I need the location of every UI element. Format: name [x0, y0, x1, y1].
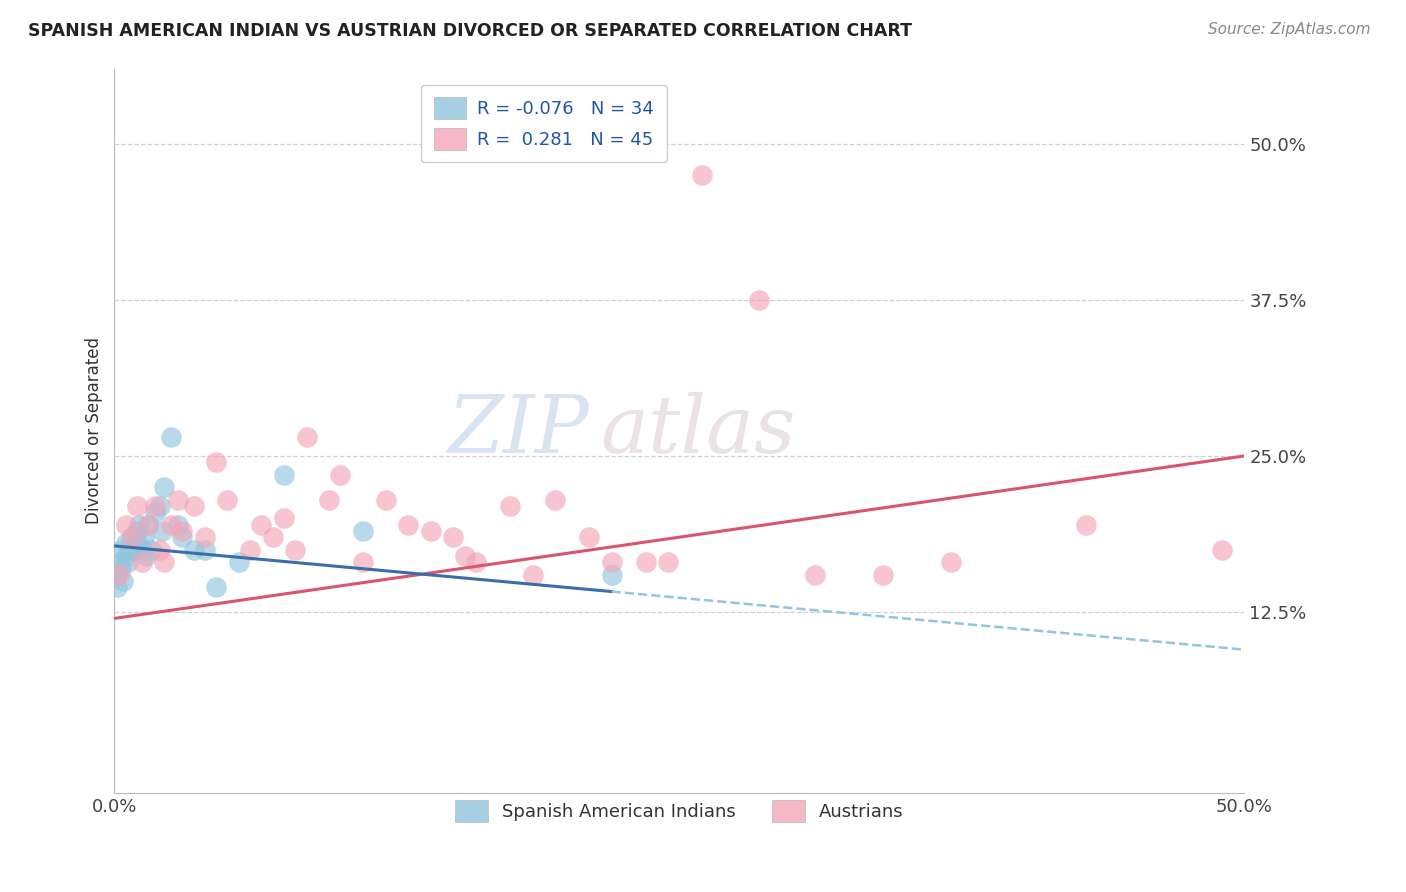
Y-axis label: Divorced or Separated: Divorced or Separated — [86, 337, 103, 524]
Point — [112, 574, 135, 588]
Point — [318, 492, 340, 507]
Point — [150, 524, 173, 538]
Point — [110, 561, 132, 575]
Point — [205, 455, 228, 469]
Point — [872, 567, 894, 582]
Point — [194, 542, 217, 557]
Point — [114, 549, 136, 563]
Point — [120, 542, 142, 557]
Point — [166, 517, 188, 532]
Point — [183, 499, 205, 513]
Point — [110, 542, 132, 557]
Point — [143, 505, 166, 519]
Point — [217, 492, 239, 507]
Point — [172, 524, 194, 538]
Point — [273, 467, 295, 482]
Point — [153, 480, 176, 494]
Point — [352, 524, 374, 538]
Point — [634, 555, 657, 569]
Point — [205, 580, 228, 594]
Point — [284, 542, 307, 557]
Point — [121, 530, 143, 544]
Point — [239, 542, 262, 557]
Point — [136, 517, 159, 532]
Point — [135, 549, 157, 563]
Point — [153, 555, 176, 569]
Point — [125, 524, 148, 538]
Point — [454, 549, 477, 563]
Point — [125, 536, 148, 550]
Point — [172, 530, 194, 544]
Point — [128, 517, 150, 532]
Point — [374, 492, 396, 507]
Point — [183, 542, 205, 557]
Point — [132, 530, 155, 544]
Point — [262, 530, 284, 544]
Text: ZIP: ZIP — [447, 392, 589, 470]
Point — [149, 499, 172, 513]
Point — [136, 517, 159, 532]
Point — [114, 536, 136, 550]
Point — [273, 511, 295, 525]
Text: Source: ZipAtlas.com: Source: ZipAtlas.com — [1208, 22, 1371, 37]
Point — [522, 567, 544, 582]
Point — [747, 293, 769, 307]
Point — [499, 499, 522, 513]
Point — [1076, 517, 1098, 532]
Point — [131, 555, 153, 569]
Point — [108, 567, 131, 582]
Point — [419, 524, 441, 538]
Point — [108, 555, 131, 569]
Point — [105, 567, 128, 582]
Text: SPANISH AMERICAN INDIAN VS AUSTRIAN DIVORCED OR SEPARATED CORRELATION CHART: SPANISH AMERICAN INDIAN VS AUSTRIAN DIVO… — [28, 22, 912, 40]
Point — [578, 530, 600, 544]
Point — [166, 492, 188, 507]
Point — [228, 555, 250, 569]
Point — [600, 555, 623, 569]
Point — [352, 555, 374, 569]
Point — [124, 542, 146, 557]
Point — [690, 168, 713, 182]
Point — [114, 517, 136, 532]
Point — [329, 467, 352, 482]
Point — [160, 517, 183, 532]
Point — [544, 492, 567, 507]
Point — [295, 430, 318, 444]
Point — [441, 530, 464, 544]
Legend: Spanish American Indians, Austrians: Spanish American Indians, Austrians — [443, 788, 917, 835]
Point — [149, 542, 172, 557]
Point — [131, 542, 153, 557]
Point — [657, 555, 679, 569]
Point — [160, 430, 183, 444]
Point — [194, 530, 217, 544]
Point — [396, 517, 419, 532]
Point — [117, 555, 139, 569]
Point — [250, 517, 273, 532]
Point — [939, 555, 962, 569]
Point — [121, 530, 143, 544]
Point — [125, 499, 148, 513]
Point — [1211, 542, 1233, 557]
Point — [465, 555, 488, 569]
Point — [804, 567, 827, 582]
Point — [139, 542, 162, 557]
Text: atlas: atlas — [600, 392, 796, 470]
Point — [600, 567, 623, 582]
Point — [105, 580, 128, 594]
Point — [143, 499, 166, 513]
